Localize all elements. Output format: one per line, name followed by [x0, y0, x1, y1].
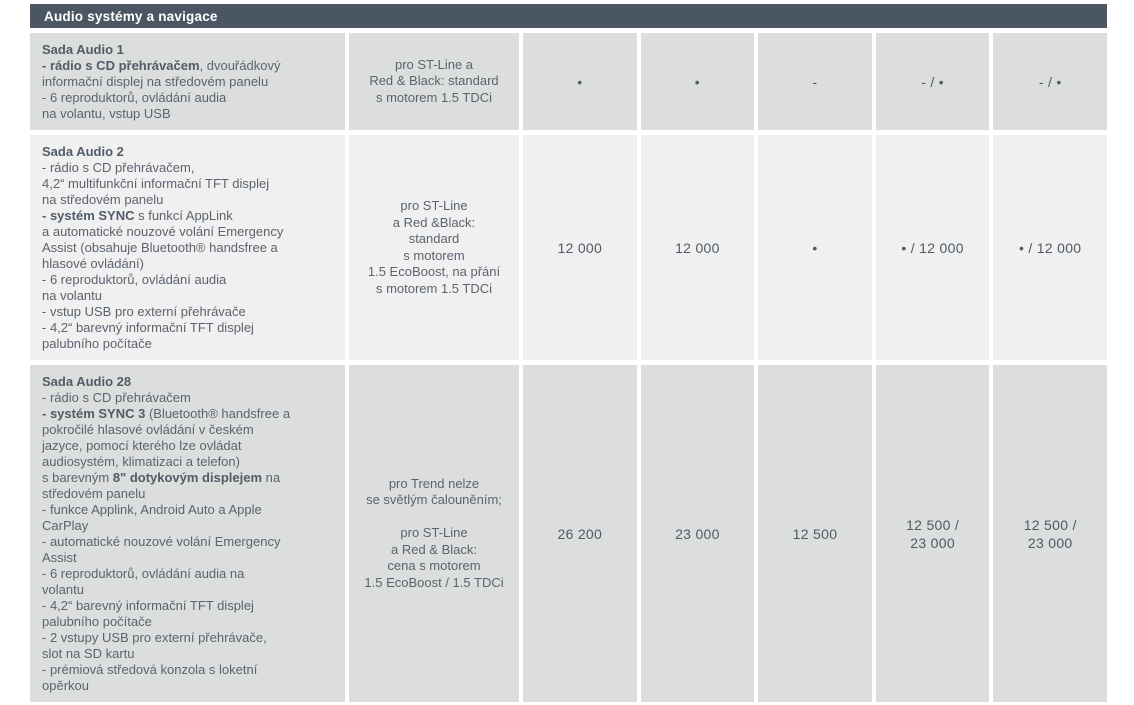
availability-note-cell: pro ST-Line a Red & Black: standard s mo…	[349, 33, 519, 130]
price-cell: 26 200	[523, 365, 637, 702]
feature-description-cell: Sada Audio 28 - rádio s CD přehrávačem -…	[30, 365, 345, 702]
section-title: Audio systémy a navigace	[44, 8, 218, 24]
price-cell: •	[640, 33, 755, 130]
feature-text-run: - rádio s CD přehrávačem, 4,2“ multifunk…	[42, 160, 270, 207]
price-cell: • / 12 000	[993, 135, 1107, 360]
feature-text-run: s funkcí AppLink a automatické nouzové v…	[42, 208, 284, 351]
table-row: Sada Audio 1 - rádio s CD přehrávačem, d…	[30, 33, 1107, 130]
price-cell: 23 000	[640, 365, 755, 702]
price-value: - / •	[1038, 73, 1062, 90]
price-value: 12 500	[792, 525, 838, 542]
feature-text-run: , dvouřádkový informační displej na stře…	[42, 58, 281, 121]
price-value: • / 12 000	[901, 239, 964, 256]
feature-text-run: - systém SYNC	[42, 208, 135, 223]
feature-text-run: - rádio s CD přehrávačem	[42, 390, 191, 405]
price-value: 12 000	[557, 239, 603, 256]
feature-text-run: Sada Audio 1	[42, 42, 124, 57]
price-cell: -	[758, 33, 872, 130]
feature-text-run: Sada Audio 2	[42, 144, 124, 159]
price-cell: 12 000	[640, 135, 755, 360]
price-cell: 12 000	[523, 135, 637, 360]
feature-text-run: 8" dotykovým displejem	[112, 470, 263, 485]
feature-text-run: - systém SYNC 3	[42, 406, 146, 421]
price-cell: 12 500 / 23 000	[993, 365, 1107, 702]
price-cell: 12 500 / 23 000	[875, 365, 990, 702]
feature-description-cell: Sada Audio 1 - rádio s CD přehrávačem, d…	[30, 33, 345, 130]
price-value: 12 000	[675, 239, 720, 256]
price-cell: •	[758, 135, 872, 360]
feature-text-run: (Bluetooth® handsfree a pokročilé hlasov…	[42, 406, 291, 485]
availability-note-text: pro ST-Line a Red & Black: standard s mo…	[369, 56, 499, 105]
price-value: 12 500 / 23 000	[1023, 516, 1077, 551]
feature-description-cell: Sada Audio 2 - rádio s CD přehrávačem, 4…	[30, 135, 345, 360]
price-cell: - / •	[993, 33, 1107, 130]
pricing-table: Audio systémy a navigace Sada Audio 1 - …	[30, 4, 1107, 702]
feature-text-run: Sada Audio 28	[42, 374, 132, 389]
price-value: 23 000	[675, 525, 720, 542]
availability-note-text: pro Trend nelze se světlým čalouněním; p…	[364, 475, 504, 590]
price-value: • / 12 000	[1018, 239, 1082, 256]
price-cell: • / 12 000	[875, 135, 990, 360]
table-row: Sada Audio 2 - rádio s CD přehrávačem, 4…	[30, 135, 1107, 360]
table-row: Sada Audio 28 - rádio s CD přehrávačem -…	[30, 365, 1107, 702]
section-header: Audio systémy a navigace	[30, 4, 1107, 28]
price-value: -	[812, 73, 818, 90]
price-value: - / •	[921, 73, 944, 90]
feature-text-run: na středovém panelu - funkce Applink, An…	[42, 470, 281, 693]
price-value: •	[694, 73, 700, 90]
price-cell: •	[523, 33, 637, 130]
availability-note-cell: pro ST-Line a Red &Black: standard s mot…	[349, 135, 519, 360]
price-cell: - / •	[875, 33, 990, 130]
feature-text-run: - rádio s CD přehrávačem	[42, 58, 200, 73]
price-cell: 12 500	[758, 365, 872, 702]
price-value: •	[812, 239, 818, 256]
availability-note-text: pro ST-Line a Red &Black: standard s mot…	[367, 198, 501, 296]
availability-note-cell: pro Trend nelze se světlým čalouněním; p…	[349, 365, 519, 702]
price-value: •	[577, 73, 583, 90]
price-value: 12 500 / 23 000	[906, 516, 960, 551]
price-value: 26 200	[557, 525, 603, 542]
